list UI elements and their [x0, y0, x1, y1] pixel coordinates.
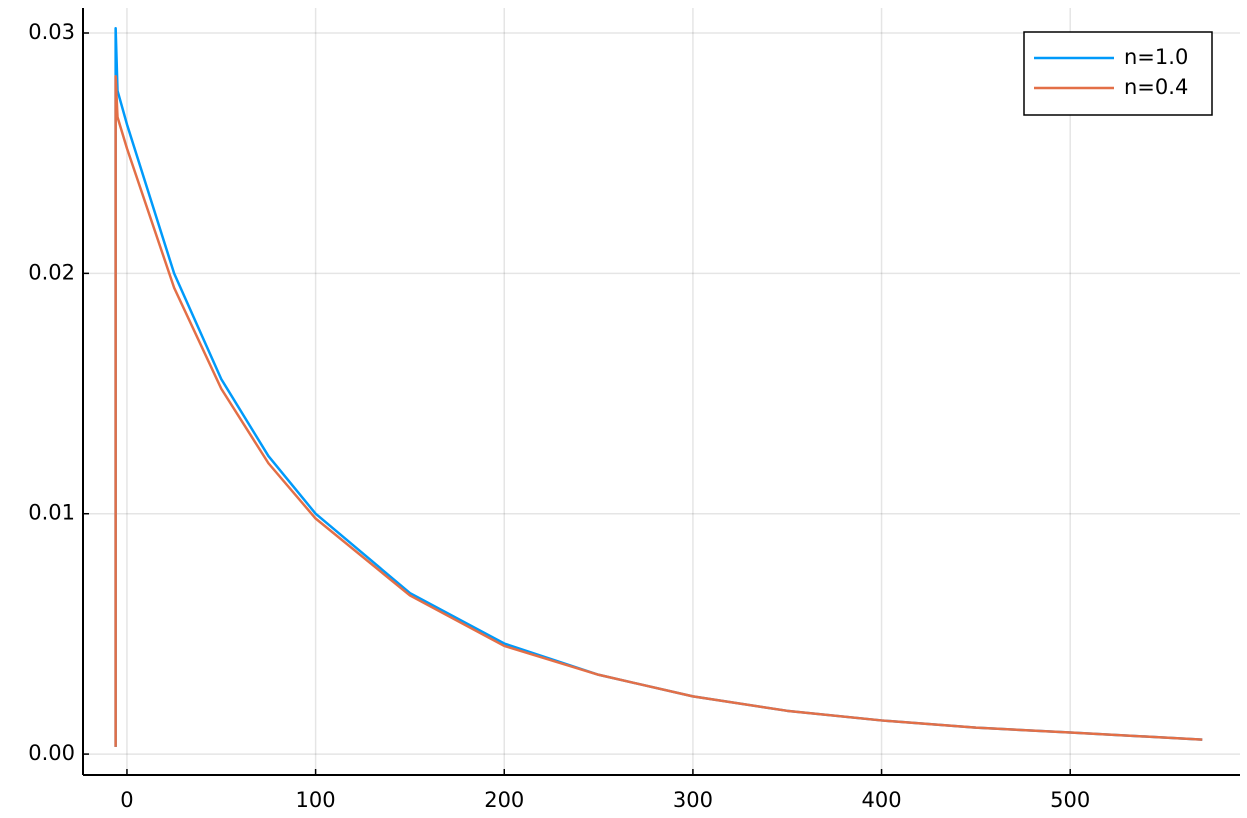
- y-tick-label: 0.00: [28, 741, 75, 765]
- legend-box: [1023, 31, 1213, 116]
- y-tick-label: 0.02: [28, 260, 75, 284]
- x-tick-label: 500: [1050, 788, 1090, 812]
- x-tick-label: 400: [862, 788, 902, 812]
- y-tick-label: 0.01: [28, 501, 75, 525]
- x-tick-label: 0: [120, 788, 133, 812]
- x-tick-label: 200: [484, 788, 524, 812]
- x-tick-label: 100: [296, 788, 336, 812]
- legend-label: n=1.0: [1124, 45, 1188, 69]
- x-tick-label: 300: [673, 788, 713, 812]
- series-line: [114, 75, 1203, 747]
- y-tick-label: 0.03: [28, 20, 75, 44]
- legend-label: n=0.4: [1124, 75, 1188, 99]
- series-line: [114, 26, 1203, 747]
